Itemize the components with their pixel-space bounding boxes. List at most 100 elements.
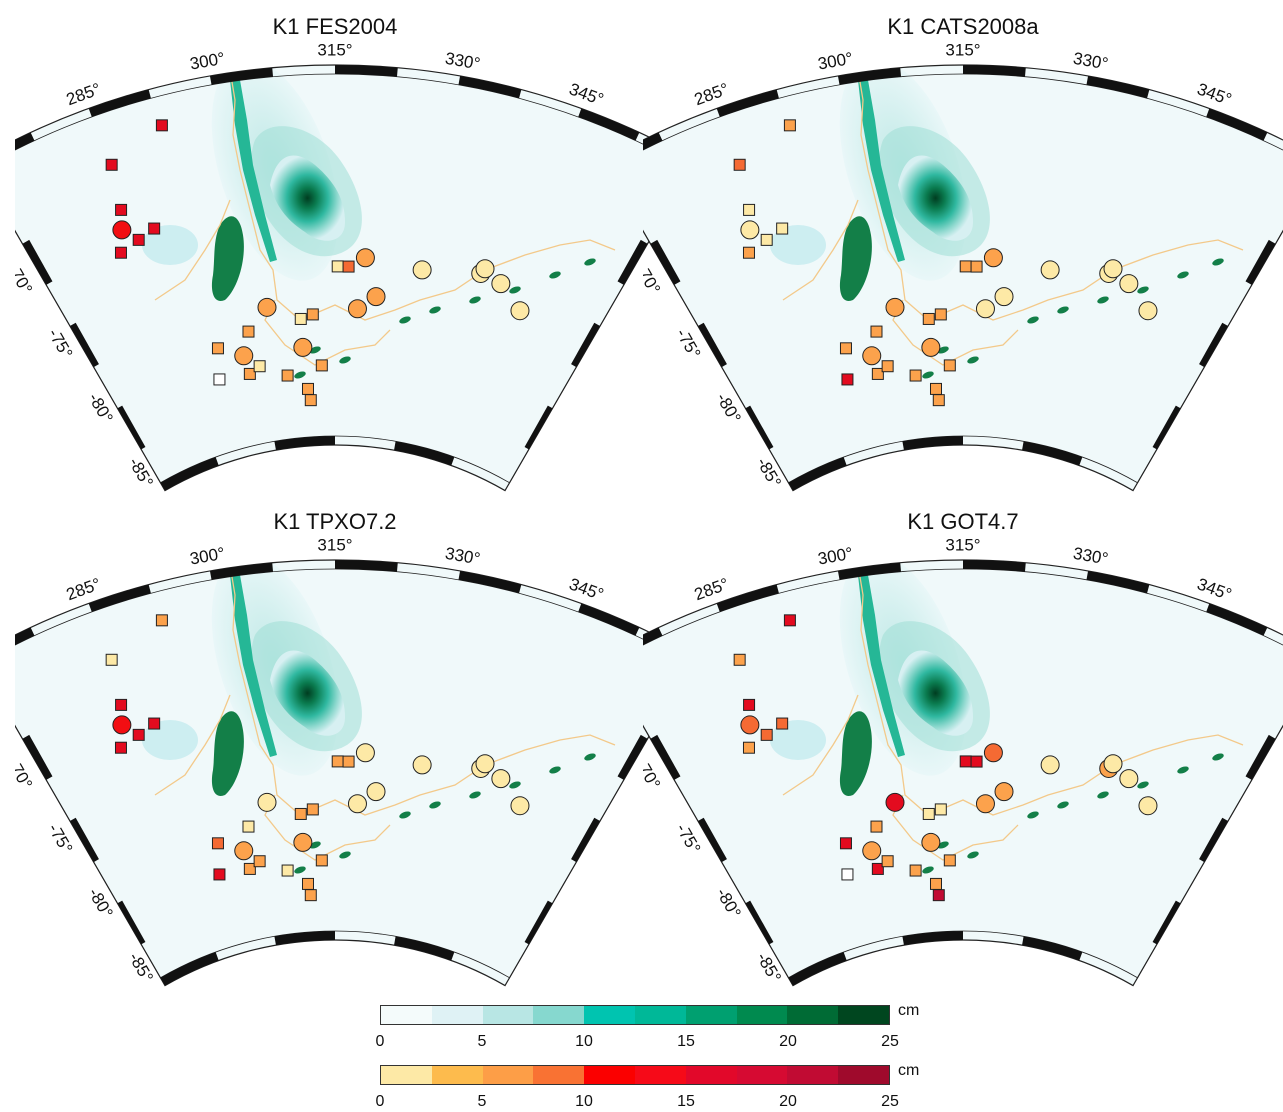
station-square (331, 755, 344, 768)
colorbar-segment (482, 1066, 534, 1084)
panel-title: K1 FES2004 (272, 14, 398, 39)
tide-gauge-circle (475, 259, 495, 279)
map-frame (15, 64, 655, 492)
colorbar-model: cm 0 5 10 15 20 25 (376, 1002, 920, 1050)
map-frame (15, 559, 655, 987)
coastal-patch (1027, 811, 1039, 819)
graticule-block (617, 734, 648, 780)
tide-gauge-circle (862, 346, 882, 366)
tide-gauge-circle (740, 220, 760, 240)
station-square (841, 373, 854, 386)
colorbar-segment (685, 1066, 737, 1084)
graticule-block (458, 75, 522, 99)
tide-gauge-circle (412, 755, 432, 775)
graticule-block (837, 562, 902, 580)
graticule-block (837, 67, 902, 85)
station-square (115, 203, 128, 216)
ocean-background (643, 559, 1283, 986)
map-panel-fes2004: 270°285°300°315°330°345°0°-65°-70°-75°-8… (15, 0, 655, 500)
graticule-block (1245, 239, 1276, 285)
coastline (154, 564, 616, 861)
station-square (929, 382, 942, 395)
peninsula-shelf (839, 216, 872, 301)
peninsula-shelf (211, 711, 244, 796)
graticule-block (1245, 734, 1276, 780)
shelf-shading (770, 720, 826, 760)
graticule-block (697, 817, 727, 863)
station-square (870, 820, 883, 833)
tide-gauge-circle (885, 792, 905, 812)
coastal-patch (584, 258, 596, 266)
graticule-block (578, 108, 640, 141)
tide-gauge-circle (491, 274, 511, 294)
graticule-block (524, 900, 553, 945)
tide-gauge-circle (1119, 274, 1139, 294)
station-square (922, 312, 935, 325)
coastal-patch (509, 781, 521, 789)
coastal-patch (1177, 766, 1189, 774)
coastal-patch (1177, 271, 1189, 279)
latitude-label: -75° (44, 820, 76, 857)
map-panel-cats2008a: 270°285°300°315°330°345°0°-65°-70°-75°-8… (643, 0, 1283, 500)
graticule-block (458, 570, 522, 594)
colorbar-difference-strip (380, 1065, 890, 1085)
station-square (733, 158, 746, 171)
tide-gauge-circle (1103, 754, 1123, 774)
station-square (301, 877, 314, 890)
station-square (294, 312, 307, 325)
graticule-block (571, 817, 601, 863)
colorbar-segment (736, 1066, 788, 1084)
amplitude-maximum (898, 650, 973, 736)
station-square (148, 222, 161, 235)
latitude-label: -70° (643, 756, 664, 793)
coastal-patch (1212, 258, 1224, 266)
coastal-patch (399, 811, 411, 819)
tide-gauge-circle (366, 287, 386, 307)
station-markers (105, 119, 530, 407)
colorbar-segment (634, 1006, 686, 1024)
tide-gauge-circle (983, 248, 1003, 268)
colorbar-tick: 25 (881, 1033, 899, 1050)
map-canvas: 270°285°300°315°330°345°0°-65°-70°-75°-8… (15, 40, 655, 492)
tide-gauge-circle (491, 769, 511, 789)
station-square (213, 868, 226, 881)
coastal-patch (339, 356, 351, 364)
station-square (294, 807, 307, 820)
station-square (743, 203, 756, 216)
latitude-label: -75° (672, 325, 704, 362)
station-square (304, 889, 317, 902)
station-square (922, 807, 935, 820)
coastal-strip (230, 575, 277, 757)
graticule-block (1206, 603, 1268, 636)
station-square (870, 325, 883, 338)
tide-gauge-circle (366, 782, 386, 802)
station-square (243, 367, 256, 380)
colorbar-tick: 15 (677, 1093, 695, 1110)
longitude-label: 330° (444, 544, 482, 569)
station-square (342, 755, 355, 768)
ocean-background (15, 559, 655, 986)
graticule-block (22, 734, 53, 780)
latitude-label: -70° (643, 261, 664, 298)
coastal-patch (1097, 791, 1109, 799)
colorbar-segment (634, 1066, 686, 1084)
amplitude-maximum (270, 650, 345, 736)
coastal-patch (967, 356, 979, 364)
longitude-label: 330° (1072, 49, 1110, 74)
colorbar-segment (736, 1006, 788, 1024)
longitude-label: 300° (188, 544, 226, 569)
graticule-block (15, 132, 35, 151)
graticule-block (274, 436, 335, 451)
station-square (281, 369, 294, 382)
longitude-label: 330° (444, 49, 482, 74)
graticule-block (335, 560, 398, 572)
colorbar-tick: 0 (375, 1033, 385, 1050)
coastal-patch (399, 316, 411, 324)
colorbar-segment (533, 1066, 585, 1084)
coastal-patch (469, 296, 481, 304)
station-square (776, 717, 789, 730)
station-square (211, 342, 224, 355)
panel-title: K1 TPXO7.2 (273, 509, 397, 534)
peninsula-shelf (211, 216, 244, 301)
tide-gauge-circle (975, 299, 995, 319)
